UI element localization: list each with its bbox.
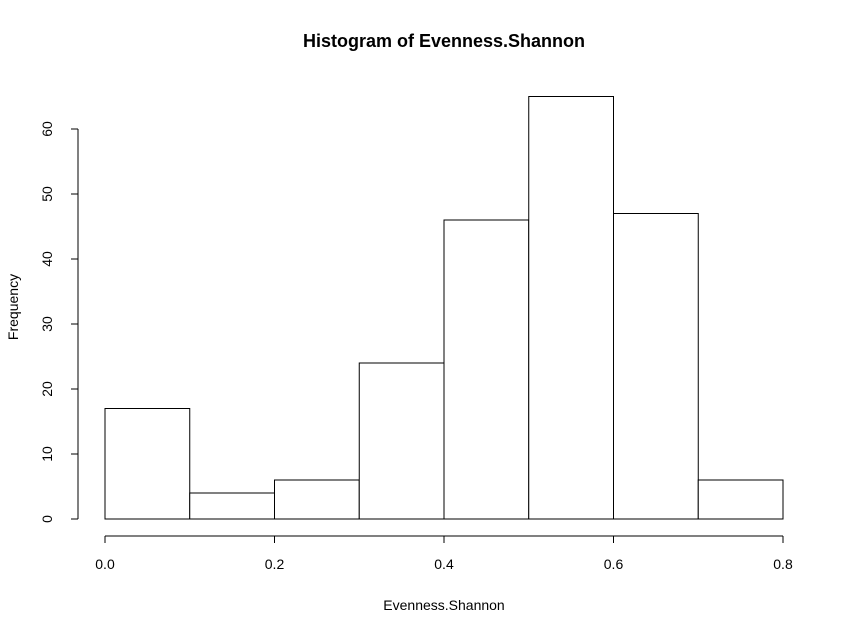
y-tick-label: 20 [39, 381, 55, 397]
x-tick-label: 0.0 [95, 556, 115, 572]
y-tick-label: 0 [39, 515, 55, 523]
y-tick-label: 10 [39, 446, 55, 462]
x-axis-label: Evenness.Shannon [383, 597, 504, 613]
x-tick-label: 0.8 [773, 556, 793, 572]
y-tick-label: 60 [39, 121, 55, 137]
x-tick-label: 0.6 [604, 556, 624, 572]
chart-title: Histogram of Evenness.Shannon [303, 31, 585, 51]
x-tick-label: 0.2 [265, 556, 285, 572]
histogram-bar [104, 408, 191, 520]
histogram-bar [189, 492, 275, 520]
y-tick-label: 30 [39, 316, 55, 332]
histogram-bar [697, 479, 784, 520]
histogram-bar [613, 213, 699, 520]
histogram-bar [358, 362, 445, 520]
y-tick-label: 50 [39, 186, 55, 202]
bars-layer [104, 96, 784, 520]
x-axis: 0.0 0.2 0.4 0.6 0.8 [95, 535, 793, 572]
y-tick-label: 40 [39, 251, 55, 267]
histogram-bar [274, 479, 360, 520]
histogram-bar [443, 219, 530, 520]
histogram-bar [528, 96, 614, 520]
x-tick-label: 0.4 [434, 556, 454, 572]
y-axis: 0 10 20 30 40 50 60 [39, 121, 79, 523]
y-axis-label: Frequency [5, 274, 21, 340]
